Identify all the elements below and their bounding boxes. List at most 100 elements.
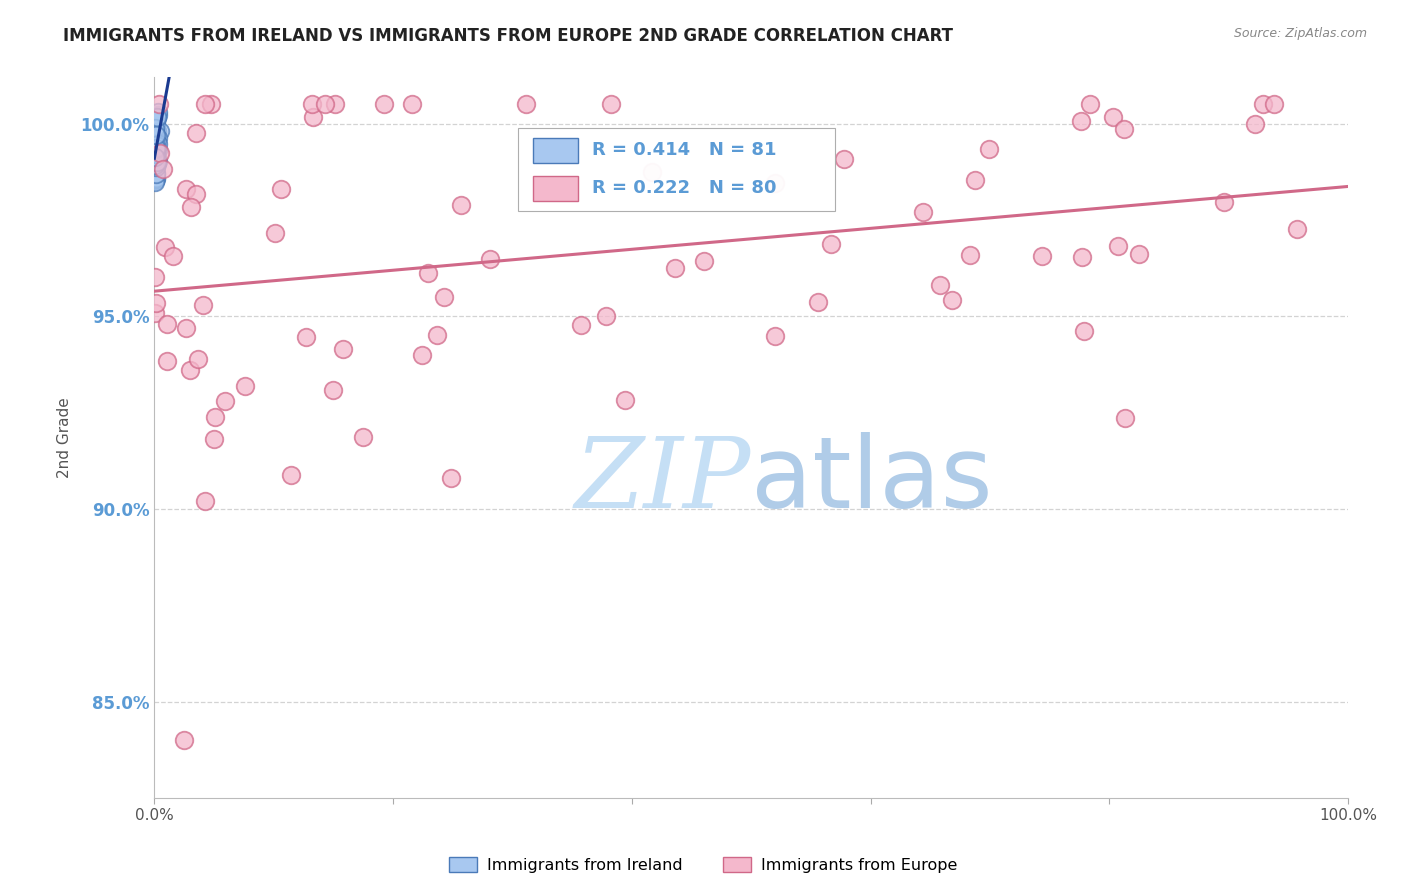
Point	[1263, 97, 1285, 112]
Point	[204, 409, 226, 424]
Point	[832, 152, 855, 166]
Point	[145, 154, 167, 169]
Point	[143, 143, 166, 157]
FancyBboxPatch shape	[533, 138, 578, 162]
Point	[1070, 113, 1092, 128]
Point	[202, 433, 225, 447]
Point	[145, 126, 167, 140]
Point	[373, 97, 395, 112]
Point	[145, 170, 167, 185]
Point	[146, 140, 169, 154]
Point	[145, 119, 167, 133]
Point	[263, 227, 285, 241]
Point	[1107, 239, 1129, 253]
Point	[1031, 249, 1053, 263]
Point	[941, 293, 963, 307]
Point	[352, 429, 374, 443]
Y-axis label: 2nd Grade: 2nd Grade	[58, 397, 72, 478]
Point	[301, 97, 323, 112]
Point	[145, 141, 167, 155]
Text: R = 0.414   N = 81: R = 0.414 N = 81	[592, 141, 778, 160]
Point	[928, 277, 950, 292]
Point	[146, 124, 169, 138]
Point	[191, 298, 214, 312]
Point	[145, 175, 167, 189]
Point	[641, 165, 664, 179]
Point	[143, 150, 166, 164]
Point	[156, 317, 179, 331]
Point	[959, 247, 981, 261]
Point	[143, 145, 166, 159]
Point	[763, 176, 786, 190]
Point	[143, 146, 166, 161]
Point	[145, 122, 167, 136]
Text: atlas: atlas	[751, 433, 993, 530]
Point	[149, 124, 172, 138]
Point	[515, 97, 537, 112]
Point	[433, 290, 456, 304]
Point	[146, 105, 169, 120]
Point	[143, 121, 166, 136]
Point	[145, 136, 167, 151]
Text: IMMIGRANTS FROM IRELAND VS IMMIGRANTS FROM EUROPE 2ND GRADE CORRELATION CHART: IMMIGRANTS FROM IRELAND VS IMMIGRANTS FR…	[63, 27, 953, 45]
Point	[145, 136, 167, 151]
Point	[1285, 221, 1308, 235]
Point	[1212, 194, 1234, 209]
Point	[965, 173, 987, 187]
Point	[1128, 247, 1150, 261]
Point	[145, 110, 167, 124]
Point	[146, 137, 169, 152]
Point	[1101, 110, 1123, 124]
Text: R = 0.222   N = 80: R = 0.222 N = 80	[592, 179, 778, 197]
Point	[145, 121, 167, 136]
Point	[145, 144, 167, 158]
Point	[479, 252, 502, 266]
Point	[148, 97, 170, 112]
Point	[295, 330, 318, 344]
Point	[322, 383, 344, 397]
Point	[145, 115, 167, 129]
Point	[145, 167, 167, 181]
Point	[156, 353, 179, 368]
Point	[595, 310, 617, 324]
Point	[194, 493, 217, 508]
Point	[1244, 117, 1267, 131]
Point	[145, 128, 167, 143]
Point	[145, 154, 167, 169]
Point	[149, 145, 172, 160]
Point	[143, 161, 166, 175]
Point	[1078, 97, 1101, 112]
Point	[143, 153, 166, 167]
Point	[146, 143, 169, 157]
Point	[1073, 324, 1095, 338]
Point	[146, 140, 169, 154]
Point	[1070, 250, 1092, 264]
Point	[143, 269, 166, 284]
Point	[332, 342, 354, 356]
Point	[145, 142, 167, 156]
Point	[155, 240, 177, 254]
Point	[143, 135, 166, 149]
Text: Source: ZipAtlas.com: Source: ZipAtlas.com	[1233, 27, 1367, 40]
Point	[146, 156, 169, 170]
Point	[187, 351, 209, 366]
Text: ZIP: ZIP	[575, 434, 751, 529]
Point	[184, 126, 207, 140]
Point	[1251, 97, 1274, 112]
Point	[145, 154, 167, 169]
Point	[145, 296, 167, 310]
Point	[146, 153, 169, 168]
Point	[143, 305, 166, 319]
Point	[146, 112, 169, 126]
Point	[143, 150, 166, 164]
Point	[148, 108, 170, 122]
Point	[143, 131, 166, 145]
Point	[143, 163, 166, 178]
Point	[145, 138, 167, 153]
Point	[145, 166, 167, 180]
Point	[145, 160, 167, 174]
Point	[143, 157, 166, 171]
Point	[146, 132, 169, 146]
Point	[186, 187, 208, 202]
Point	[145, 125, 167, 139]
